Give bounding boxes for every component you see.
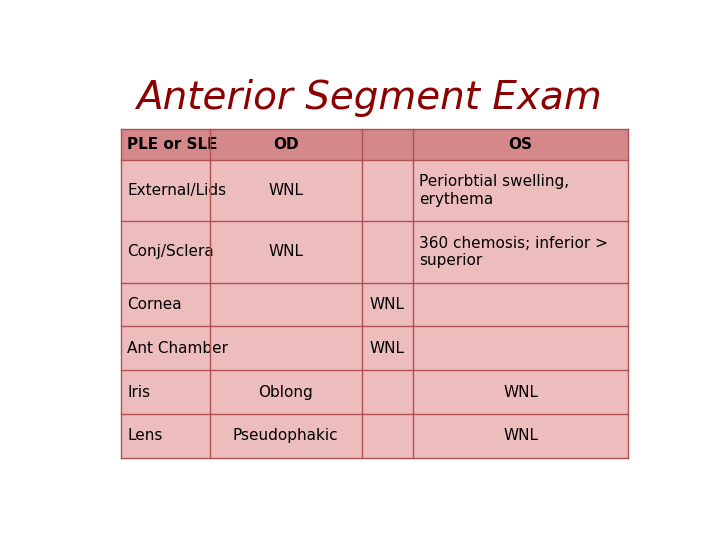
Text: OS: OS (508, 137, 533, 152)
Bar (121, 129, 210, 160)
Text: Pseudophakic: Pseudophakic (233, 428, 338, 443)
Bar (362, 370, 413, 414)
Text: WNL: WNL (503, 384, 538, 400)
Text: Lens: Lens (127, 428, 163, 443)
Text: Ant Chamber: Ant Chamber (127, 341, 228, 356)
Text: Anterior Segment Exam: Anterior Segment Exam (136, 79, 602, 117)
Bar (362, 326, 413, 370)
Bar (210, 129, 362, 160)
Bar (362, 221, 413, 282)
Text: Conj/Sclera: Conj/Sclera (127, 245, 214, 259)
Text: WNL: WNL (370, 341, 405, 356)
Text: PLE or SLE: PLE or SLE (127, 137, 218, 152)
Text: WNL: WNL (269, 245, 303, 259)
Bar (362, 129, 413, 160)
Text: Cornea: Cornea (127, 297, 182, 312)
Text: Periorbtial swelling,
erythema: Periorbtial swelling, erythema (419, 174, 570, 207)
Text: WNL: WNL (503, 428, 538, 443)
Text: External/Lids: External/Lids (127, 183, 227, 198)
Text: WNL: WNL (370, 297, 405, 312)
Text: 360 chemosis; inferior >
superior: 360 chemosis; inferior > superior (419, 235, 608, 268)
Bar (362, 282, 413, 326)
Bar (413, 129, 629, 160)
Text: WNL: WNL (269, 183, 303, 198)
Text: Oblong: Oblong (258, 384, 313, 400)
Bar (362, 160, 413, 221)
Text: Iris: Iris (127, 384, 150, 400)
Text: OD: OD (273, 137, 299, 152)
Bar (362, 414, 413, 458)
